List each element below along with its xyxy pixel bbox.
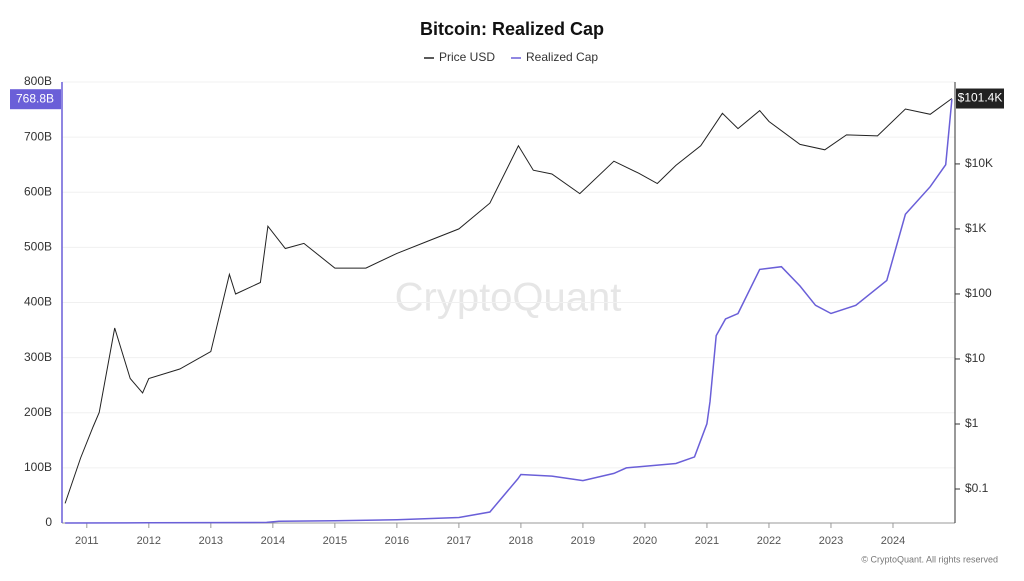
y2-tick-label: $100 — [965, 286, 992, 300]
footer: © CryptoQuant. All rights reserved — [861, 554, 998, 564]
value-badge — [956, 88, 1004, 109]
legend-label: Realized Cap — [526, 50, 598, 64]
y-tick-label: 800B — [24, 74, 52, 88]
x-tick-label: 2022 — [757, 535, 781, 547]
y-tick-label: 200B — [24, 405, 52, 419]
x-tick-label: 2020 — [633, 535, 657, 547]
x-tick-label: 2019 — [571, 535, 595, 547]
x-tick-label: 2024 — [881, 535, 905, 547]
x-tick-label: 2011 — [75, 535, 99, 547]
x-tick-label: 2017 — [447, 535, 471, 547]
x-tick-label: 2021 — [695, 535, 719, 547]
x-tick-label: 2018 — [509, 535, 533, 547]
x-tick-label: 2013 — [199, 535, 223, 547]
y2-tick-label: $10K — [965, 156, 993, 170]
x-tick-label: 2014 — [261, 535, 285, 547]
y-tick-label: 100B — [24, 460, 52, 474]
value-badge-label: $101.4K — [958, 91, 1003, 105]
y2-tick-label: $1 — [965, 416, 979, 430]
legend-label: Price USD — [439, 50, 495, 64]
watermark: CryptoQuant — [395, 276, 622, 320]
value-badge-label: 768.8B — [16, 91, 54, 105]
y-tick-label: 500B — [24, 240, 52, 254]
y-tick-label: 300B — [24, 350, 52, 364]
y-tick-label: 400B — [24, 295, 52, 309]
series-line — [65, 99, 953, 524]
y-tick-label: 0 — [45, 515, 52, 529]
y2-tick-label: $10 — [965, 351, 985, 365]
x-tick-label: 2015 — [323, 535, 347, 547]
chart-title: Bitcoin: Realized Cap — [420, 19, 604, 39]
y-tick-label: 700B — [24, 129, 52, 143]
y-tick-label: 600B — [24, 184, 52, 198]
value-badge — [10, 89, 61, 110]
series-line — [64, 98, 953, 504]
y2-tick-label: $1K — [965, 221, 986, 235]
y2-tick-label: $0.1 — [965, 481, 989, 495]
x-tick-label: 2023 — [819, 535, 843, 547]
x-tick-label: 2016 — [385, 535, 409, 547]
x-tick-label: 2012 — [137, 535, 161, 547]
